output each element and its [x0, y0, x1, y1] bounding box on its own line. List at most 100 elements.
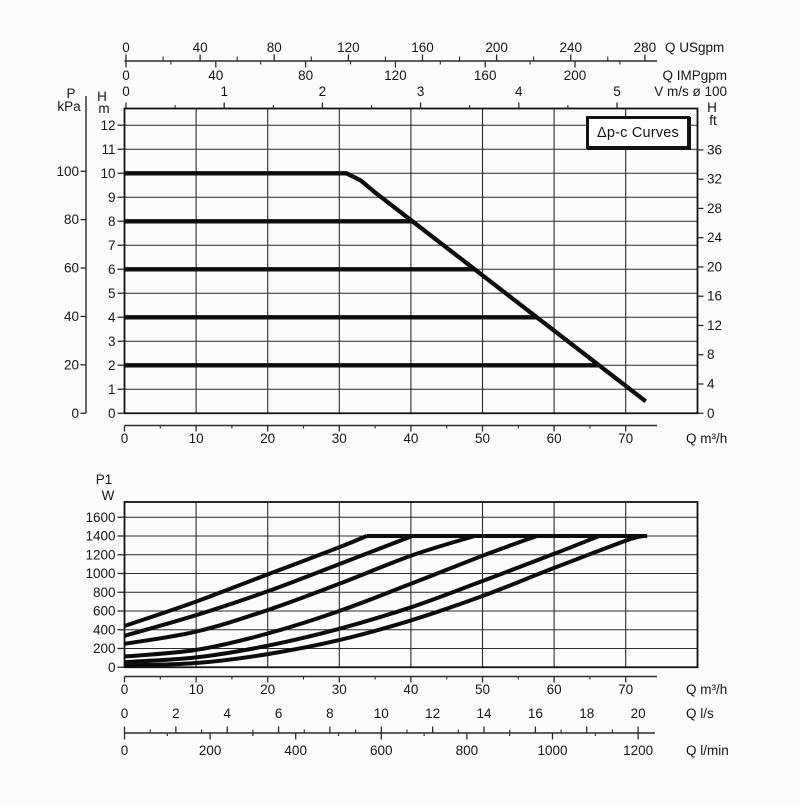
p1-min-curve	[124, 534, 645, 668]
p1-w-axis: 0 200 400 600 800 1000 1200 1400 1600 P1W	[85, 472, 125, 675]
chart-frame	[123, 501, 699, 669]
tick-label: 10	[374, 706, 389, 721]
tick-label: 6	[108, 262, 116, 277]
tick-label: 20	[64, 357, 79, 372]
tick-label: 16	[707, 289, 722, 304]
chart-frame	[123, 107, 699, 415]
tick-label: 0	[122, 40, 130, 55]
tick-label: 160	[474, 68, 497, 83]
tick-label: 80	[64, 212, 79, 227]
tick-label: 20	[707, 259, 722, 274]
tick-label: 5	[613, 84, 621, 99]
tick-label: 60	[547, 431, 562, 446]
tick-label: 280	[634, 40, 657, 55]
tick-label: 4	[108, 310, 116, 325]
tick-label: 8	[326, 706, 334, 721]
dpc-curves-label: Δp-c Curves	[597, 124, 679, 141]
tick-label: 2	[319, 84, 327, 99]
tick-label: 0	[121, 743, 129, 758]
tick-label: 20	[260, 682, 275, 697]
tick-label: 5	[108, 286, 116, 301]
power-curves	[123, 534, 648, 668]
h-ft-axis-header: ft	[709, 113, 717, 128]
tick-label: 600	[93, 604, 116, 619]
tick-label: 100	[56, 164, 79, 179]
tick-label: 1600	[85, 510, 115, 525]
tick-label: 1000	[537, 743, 567, 758]
h-m-axis-header: m	[98, 101, 109, 116]
tick-label: 50	[475, 431, 490, 446]
tick-label: 1400	[85, 529, 115, 544]
top-m3h-axis-label: Q m³/h	[686, 431, 727, 446]
tick-label: 70	[618, 682, 633, 697]
p1-max-curve	[123, 534, 368, 628]
p-kpa-axis-header: P	[66, 86, 75, 101]
tick-label: 200	[485, 40, 508, 55]
tick-label: 160	[411, 40, 434, 55]
tick-label: 40	[403, 431, 418, 446]
tick-label: 7	[108, 238, 116, 253]
ls-axis-label: Q l/s	[686, 706, 714, 721]
velocity-axis-label: V m/s ø 100	[654, 84, 727, 99]
tick-label: 200	[93, 641, 116, 656]
tick-label: 40	[193, 40, 208, 55]
tick-label: 14	[477, 706, 493, 721]
tick-label: 8	[108, 214, 116, 229]
tick-label: 30	[332, 682, 347, 697]
head-flow-chart: 0123456789101112Hm020406080100PkPa048121…	[56, 40, 727, 446]
velocity-axis: 0 1 2 3 4 5 V m/s ø 100	[122, 84, 727, 109]
usgpm-axis-label: Q USgpm	[665, 40, 724, 55]
usgpm-impgpm-axis: 0 40 80 120 160 200 240 280 Q USgpm 0 40 80 120 160 20…	[122, 40, 727, 83]
p1-w-axis-header: P1	[96, 472, 113, 487]
tick-label: 10	[189, 431, 204, 446]
tick-label: 40	[208, 68, 223, 83]
tick-label: 36	[707, 142, 722, 157]
head-flow-grid	[123, 107, 699, 415]
tick-label: 80	[298, 68, 313, 83]
tick-label: 1200	[623, 743, 653, 758]
tick-label: 0	[71, 406, 79, 421]
p1-dpc-6m	[124, 534, 476, 646]
bottom-m3h-axis-label: Q m³/h	[686, 682, 727, 697]
tick-label: 4	[707, 376, 715, 391]
tick-label: 3	[108, 334, 116, 349]
tick-label: 400	[284, 743, 307, 758]
tick-label: 10	[189, 682, 204, 697]
tick-label: 0	[707, 406, 715, 421]
ls-lmin-axis: 0 2 4 6 8 10 12 14 16 18 20 Q l/s 0 200 400 600 800 1000 1…	[121, 706, 729, 758]
tick-label: 3	[417, 84, 425, 99]
h-m-axis-header: H	[97, 89, 107, 104]
tick-label: 0	[122, 84, 130, 99]
p1-w-axis-header: W	[102, 488, 115, 503]
max-head-curve	[124, 171, 648, 404]
tick-label: 0	[121, 431, 129, 446]
tick-label: 40	[64, 309, 79, 324]
tick-label: 30	[332, 431, 347, 446]
p1-dpc-8m	[123, 534, 414, 638]
tick-label: 1	[220, 84, 228, 99]
tick-label: 20	[631, 706, 646, 721]
bottom-m3h-axis: 0 10 20 30 40 50 60 70 Q m³/h	[121, 675, 727, 697]
tick-label: 240	[559, 40, 582, 55]
tick-label: 11	[101, 142, 115, 157]
tick-label: 32	[707, 172, 722, 187]
impgpm-axis-label: Q IMPgpm	[662, 68, 727, 83]
tick-label: 0	[121, 706, 129, 721]
tick-label: 1000	[85, 566, 115, 581]
tick-label: 400	[93, 622, 116, 637]
tick-label: 70	[618, 431, 633, 446]
power-flow-chart: 0 200 400 600 800 1000 1200 1400 1600 P1W 0 10 20 30 4…	[85, 472, 728, 758]
tick-label: 1	[108, 382, 116, 397]
tick-label: 18	[579, 706, 594, 721]
tick-label: 20	[260, 431, 275, 446]
tick-label: 6	[275, 706, 283, 721]
top-m3h-axis: 0 10 20 30 40 50 60 70 Q m³/h	[121, 424, 727, 446]
tick-label: 2	[108, 358, 116, 373]
tick-label: 120	[384, 68, 407, 83]
tick-label: 0	[108, 406, 116, 421]
h-ft-axis-header: H	[707, 100, 717, 115]
tick-label: 800	[93, 585, 116, 600]
